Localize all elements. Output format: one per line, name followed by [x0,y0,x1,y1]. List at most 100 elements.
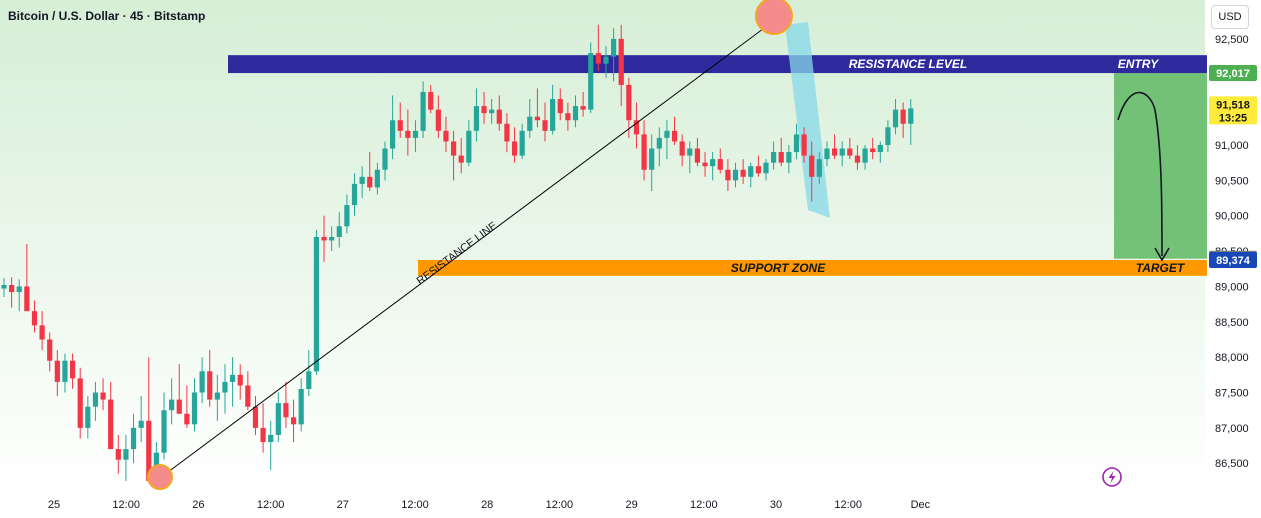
candle[interactable] [31,300,38,333]
candle[interactable] [481,91,487,124]
candle[interactable] [847,137,853,160]
candle[interactable] [252,396,259,435]
candle[interactable] [550,84,556,135]
candle[interactable] [47,332,53,372]
candle[interactable] [161,392,167,460]
candle[interactable] [588,42,594,114]
candle[interactable] [283,381,289,428]
candle[interactable] [138,396,144,443]
candle[interactable] [671,116,678,145]
candle[interactable] [443,116,449,153]
candle[interactable] [450,130,457,181]
candle[interactable] [39,311,45,351]
currency-button[interactable]: USD [1211,5,1249,29]
candle[interactable] [100,378,106,411]
candle[interactable] [565,102,571,131]
candle[interactable] [268,420,274,471]
candle[interactable] [641,120,647,181]
candle[interactable] [809,141,815,202]
candle[interactable] [321,215,327,262]
candle[interactable] [710,152,716,181]
time-axis[interactable]: 25 12:00 26 12:00 27 12:00 28 12:00 29 12:00 30 12:… [48,499,931,511]
candle[interactable] [306,350,312,397]
candle[interactable] [740,159,746,184]
candle[interactable] [854,144,861,170]
candle[interactable] [763,159,769,181]
candle[interactable] [115,434,121,474]
candle[interactable] [725,159,731,191]
candle[interactable] [793,123,800,160]
candle[interactable] [649,134,655,191]
candle[interactable] [390,95,396,160]
candle[interactable] [519,123,525,160]
candle[interactable] [862,144,868,170]
candle[interactable] [245,371,251,411]
candle[interactable] [473,88,480,142]
candle[interactable] [24,244,30,312]
candle[interactable] [412,120,419,153]
candle[interactable] [54,350,60,397]
candle[interactable] [359,166,365,199]
candle[interactable] [831,134,838,160]
candle[interactable] [816,152,822,184]
candle[interactable] [298,378,304,432]
candle[interactable] [344,194,350,234]
candle[interactable] [527,99,533,138]
candle[interactable] [557,88,563,121]
candle[interactable] [748,162,754,188]
candle[interactable] [534,88,540,128]
candle[interactable] [611,28,617,82]
candle[interactable] [877,141,883,163]
candle[interactable] [755,155,761,177]
candle[interactable] [664,120,670,160]
candle[interactable] [9,277,15,308]
candle[interactable] [595,24,601,71]
candle[interactable] [656,127,662,167]
candle[interactable] [130,413,137,464]
candle[interactable] [230,357,236,407]
candle[interactable] [367,152,373,191]
candle[interactable] [786,144,792,174]
candle[interactable] [336,212,342,248]
candle[interactable] [1,277,7,298]
candle[interactable] [900,102,906,138]
candle[interactable] [374,162,380,195]
candle[interactable] [504,113,510,153]
candle[interactable] [169,378,175,425]
candle[interactable] [184,385,190,428]
candle[interactable] [892,99,899,135]
candle[interactable] [435,95,441,138]
candle[interactable] [839,141,845,167]
candle[interactable] [199,357,205,404]
candle[interactable] [313,229,320,375]
candle[interactable] [275,392,281,443]
candle[interactable] [511,127,518,163]
candle[interactable] [717,148,723,174]
candle[interactable] [694,137,701,167]
candle[interactable] [496,95,502,131]
candle[interactable] [85,396,91,439]
candle[interactable] [679,134,685,167]
candle[interactable] [237,364,243,400]
candle[interactable] [123,434,129,481]
candle[interactable] [633,102,640,149]
candle[interactable] [222,364,228,414]
candle[interactable] [824,141,830,167]
candle[interactable] [572,95,579,128]
candle[interactable] [603,45,609,78]
candle[interactable] [801,127,807,163]
candle[interactable] [146,357,152,481]
candle[interactable] [176,364,182,414]
candle[interactable] [382,141,388,181]
lightning-icon[interactable] [1102,467,1122,487]
candle[interactable] [16,279,22,312]
candle[interactable] [397,102,403,138]
candle[interactable] [618,24,624,107]
candle[interactable] [702,152,708,177]
candle[interactable] [458,137,464,174]
candle[interactable] [420,81,426,138]
candle[interactable] [92,381,99,421]
candles[interactable] [1,24,914,485]
